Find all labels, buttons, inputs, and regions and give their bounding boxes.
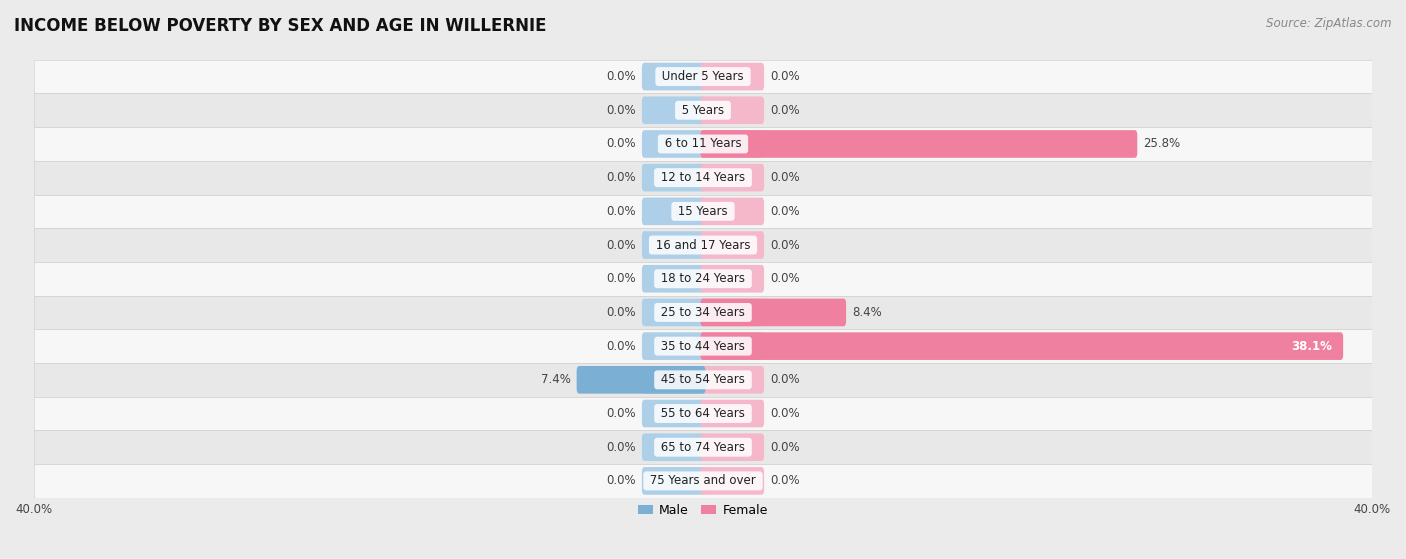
Bar	[34, 93, 1372, 127]
FancyBboxPatch shape	[576, 366, 706, 394]
FancyBboxPatch shape	[643, 433, 706, 461]
FancyBboxPatch shape	[643, 63, 706, 91]
Bar	[34, 195, 1372, 228]
FancyBboxPatch shape	[700, 130, 763, 158]
Text: Source: ZipAtlas.com: Source: ZipAtlas.com	[1267, 17, 1392, 30]
FancyBboxPatch shape	[643, 130, 706, 158]
Text: 35 to 44 Years: 35 to 44 Years	[657, 340, 749, 353]
FancyBboxPatch shape	[700, 433, 763, 461]
FancyBboxPatch shape	[643, 265, 706, 292]
Text: 12 to 14 Years: 12 to 14 Years	[657, 171, 749, 184]
FancyBboxPatch shape	[700, 265, 763, 292]
FancyBboxPatch shape	[700, 332, 1343, 360]
Text: 15 Years: 15 Years	[675, 205, 731, 218]
Text: 0.0%: 0.0%	[770, 272, 800, 285]
Bar	[34, 430, 1372, 464]
Text: 0.0%: 0.0%	[770, 407, 800, 420]
Text: 7.4%: 7.4%	[541, 373, 571, 386]
Text: 0.0%: 0.0%	[606, 205, 636, 218]
Bar	[34, 127, 1372, 161]
FancyBboxPatch shape	[700, 197, 763, 225]
Text: 0.0%: 0.0%	[770, 171, 800, 184]
Text: 38.1%: 38.1%	[1291, 340, 1333, 353]
Text: 0.0%: 0.0%	[770, 475, 800, 487]
Text: 25.8%: 25.8%	[1143, 138, 1180, 150]
FancyBboxPatch shape	[643, 299, 706, 326]
FancyBboxPatch shape	[643, 400, 706, 427]
Legend: Male, Female: Male, Female	[633, 499, 773, 522]
Text: INCOME BELOW POVERTY BY SEX AND AGE IN WILLERNIE: INCOME BELOW POVERTY BY SEX AND AGE IN W…	[14, 17, 547, 35]
Text: 0.0%: 0.0%	[770, 373, 800, 386]
Text: 65 to 74 Years: 65 to 74 Years	[657, 440, 749, 454]
Bar	[34, 363, 1372, 397]
FancyBboxPatch shape	[700, 97, 763, 124]
Text: 0.0%: 0.0%	[606, 171, 636, 184]
Text: 55 to 64 Years: 55 to 64 Years	[657, 407, 749, 420]
Text: 0.0%: 0.0%	[606, 440, 636, 454]
Text: 0.0%: 0.0%	[770, 440, 800, 454]
FancyBboxPatch shape	[643, 164, 706, 192]
Text: 45 to 54 Years: 45 to 54 Years	[657, 373, 749, 386]
Text: 0.0%: 0.0%	[770, 239, 800, 252]
Bar	[34, 60, 1372, 93]
FancyBboxPatch shape	[700, 299, 763, 326]
Text: 0.0%: 0.0%	[606, 239, 636, 252]
FancyBboxPatch shape	[643, 197, 706, 225]
Text: 0.0%: 0.0%	[606, 104, 636, 117]
Text: 18 to 24 Years: 18 to 24 Years	[657, 272, 749, 285]
Text: 6 to 11 Years: 6 to 11 Years	[661, 138, 745, 150]
Text: 0.0%: 0.0%	[606, 340, 636, 353]
FancyBboxPatch shape	[700, 231, 763, 259]
Text: 0.0%: 0.0%	[770, 104, 800, 117]
Text: 8.4%: 8.4%	[852, 306, 882, 319]
FancyBboxPatch shape	[700, 63, 763, 91]
FancyBboxPatch shape	[643, 467, 706, 495]
Text: 0.0%: 0.0%	[606, 475, 636, 487]
Bar	[34, 161, 1372, 195]
FancyBboxPatch shape	[643, 231, 706, 259]
Text: 0.0%: 0.0%	[770, 70, 800, 83]
Text: 0.0%: 0.0%	[606, 272, 636, 285]
Text: 16 and 17 Years: 16 and 17 Years	[652, 239, 754, 252]
Text: 0.0%: 0.0%	[606, 306, 636, 319]
FancyBboxPatch shape	[700, 299, 846, 326]
Bar	[34, 296, 1372, 329]
Text: 0.0%: 0.0%	[606, 407, 636, 420]
Text: 75 Years and over: 75 Years and over	[647, 475, 759, 487]
Text: 0.0%: 0.0%	[606, 138, 636, 150]
Text: 25 to 34 Years: 25 to 34 Years	[657, 306, 749, 319]
Text: 0.0%: 0.0%	[606, 70, 636, 83]
FancyBboxPatch shape	[700, 130, 1137, 158]
Bar	[34, 329, 1372, 363]
Bar	[34, 228, 1372, 262]
Bar	[34, 464, 1372, 498]
FancyBboxPatch shape	[700, 164, 763, 192]
FancyBboxPatch shape	[643, 332, 706, 360]
FancyBboxPatch shape	[643, 97, 706, 124]
FancyBboxPatch shape	[700, 332, 763, 360]
Text: Under 5 Years: Under 5 Years	[658, 70, 748, 83]
Bar	[34, 397, 1372, 430]
Text: 5 Years: 5 Years	[678, 104, 728, 117]
FancyBboxPatch shape	[700, 400, 763, 427]
FancyBboxPatch shape	[700, 366, 763, 394]
Text: 0.0%: 0.0%	[770, 205, 800, 218]
FancyBboxPatch shape	[643, 366, 706, 394]
FancyBboxPatch shape	[700, 467, 763, 495]
Bar	[34, 262, 1372, 296]
